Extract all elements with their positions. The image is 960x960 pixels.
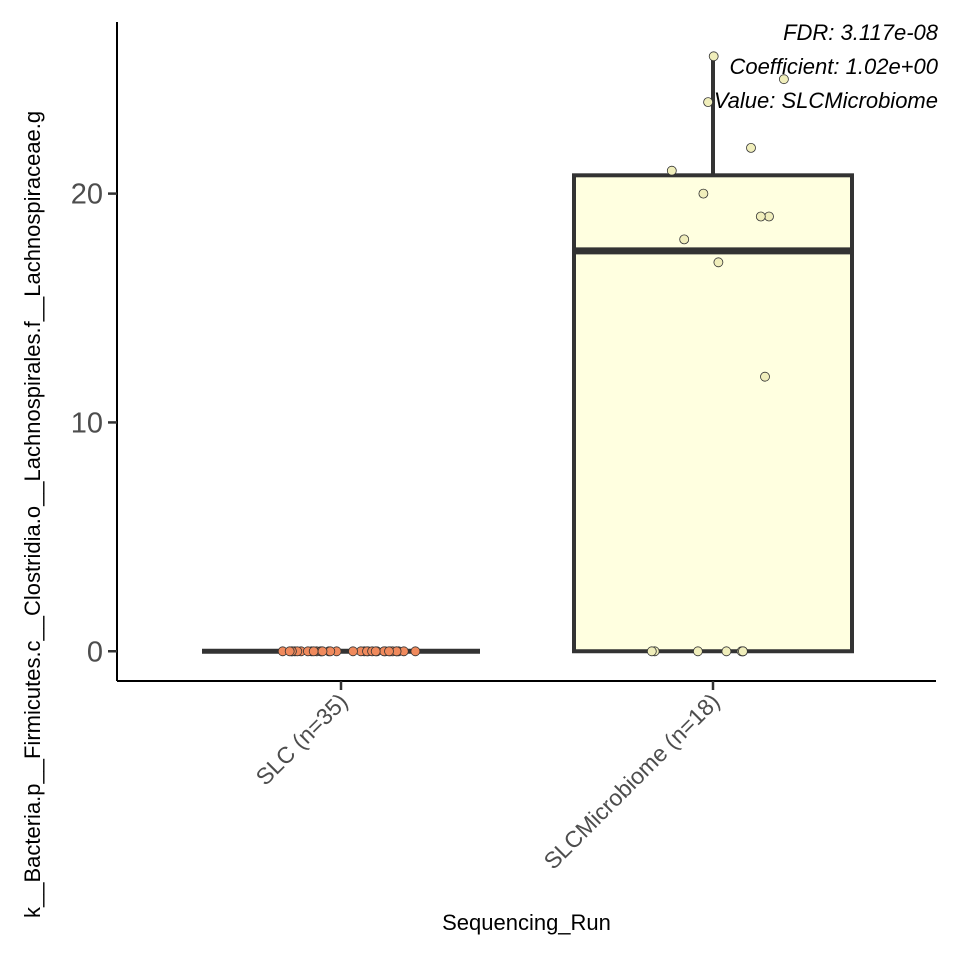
- data-point-1-31: [384, 646, 394, 657]
- data-point-2-7: [764, 211, 774, 222]
- data-point-1-23: [370, 646, 381, 657]
- points-layer: [277, 51, 789, 657]
- data-point-2-8: [755, 211, 766, 222]
- data-point-2-10: [713, 257, 724, 268]
- x-tick-label-1: SLC (n=35): [251, 688, 353, 790]
- data-point-2-14: [721, 646, 732, 657]
- x-axis-title: Sequencing_Run: [442, 910, 611, 935]
- data-point-2-9: [679, 234, 690, 245]
- y-axis-title: k__Bacteria.p__Firmicutes.c__Clostridia.…: [20, 111, 45, 918]
- y-tick-label-0: 0: [87, 636, 103, 668]
- data-point-2-5: [666, 165, 677, 176]
- data-point-1-15: [348, 646, 358, 657]
- data-point-2-15: [646, 646, 657, 657]
- data-point-2-11: [760, 371, 770, 382]
- boxes-layer: [202, 56, 854, 654]
- data-point-1-34: [308, 646, 319, 657]
- data-point-1-33: [284, 646, 295, 657]
- data-point-2-3: [703, 97, 713, 107]
- data-point-2-1: [708, 51, 719, 62]
- y-tick-label-10: 10: [71, 407, 103, 439]
- annotation-1: FDR: 3.117e-08: [783, 20, 939, 45]
- data-point-2-4: [746, 142, 756, 153]
- annotations-layer: FDR: 3.117e-08 Coefficient: 1.02e+00 Value…: [714, 20, 939, 113]
- box-2-iqr-rect: [572, 173, 854, 654]
- x-tick-label-2: SLCMicrobiome (n=18): [538, 688, 724, 874]
- data-point-2-17: [693, 646, 703, 657]
- data-point-2-6: [698, 188, 709, 199]
- data-point-1-35: [317, 646, 328, 657]
- data-point-2-18: [738, 646, 748, 657]
- y-tick-label-20: 20: [71, 179, 103, 211]
- data-point-2-2: [779, 74, 789, 85]
- annotation-2: Coefficient: 1.02e+00: [729, 54, 938, 79]
- annotation-3: Value: SLCMicrobiome: [714, 88, 938, 113]
- data-point-1-4: [410, 646, 421, 657]
